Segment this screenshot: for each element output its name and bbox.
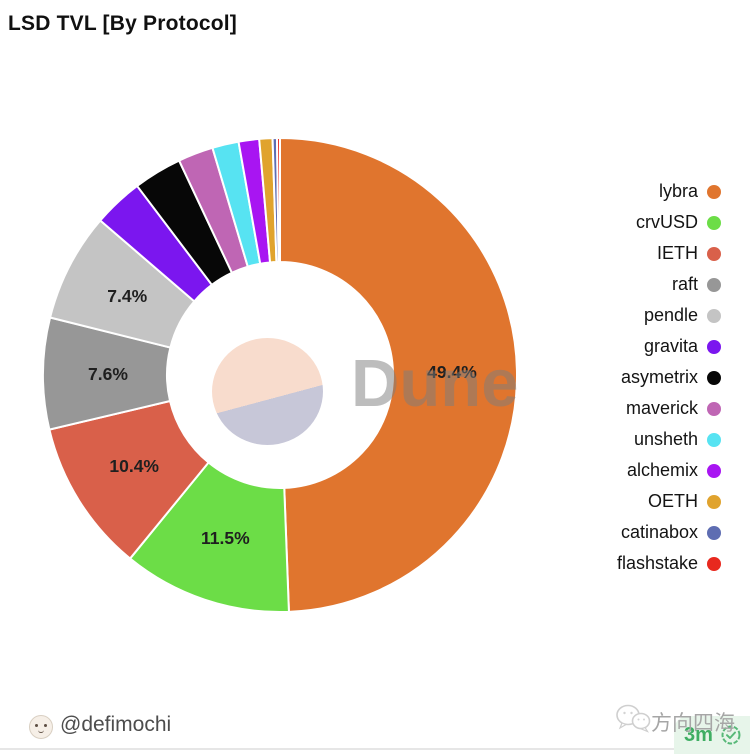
legend-label: maverick [625, 398, 698, 418]
legend-color-dot [707, 277, 721, 292]
legend-label: lybra [658, 181, 698, 201]
legend-label: pendle [643, 305, 698, 325]
legend-color-dot [707, 370, 721, 385]
avatar-mouth-icon [38, 728, 44, 733]
legend-item-gravita[interactable]: gravita [617, 331, 721, 362]
legend-item-pendle[interactable]: pendle [617, 300, 721, 331]
legend-label: unsheth [633, 429, 698, 449]
legend-color-dot [707, 215, 721, 230]
legend-item-flashstake[interactable]: flashstake [617, 548, 721, 579]
legend-color-dot [707, 246, 721, 261]
author-handle: @defimochi [60, 713, 172, 736]
slice-percent-label: 10.4% [109, 456, 159, 476]
legend-label: catinabox [620, 522, 698, 542]
legend-item-alchemix[interactable]: alchemix [617, 455, 721, 486]
legend-item-crvUSD[interactable]: crvUSD [617, 207, 721, 238]
slice-percent-label: 7.4% [107, 286, 147, 306]
legend-item-IETH[interactable]: IETH [617, 238, 721, 269]
legend-color-dot [707, 463, 721, 478]
time-badge: 3m [674, 716, 750, 754]
legend-color-dot [707, 525, 721, 540]
slice-percent-label: 49.4% [427, 362, 477, 382]
dune-logo-icon [212, 338, 323, 445]
legend-color-dot [707, 556, 721, 571]
legend-label: gravita [643, 336, 698, 356]
wechat-icon [614, 703, 652, 740]
verified-check-icon [721, 725, 741, 745]
defimochi-avatar-icon [29, 715, 53, 739]
legend-color-dot [707, 494, 721, 509]
slice-percent-label: 11.5% [201, 528, 250, 548]
legend-color-dot [707, 308, 721, 323]
legend-item-lybra[interactable]: lybra [617, 176, 721, 207]
legend-item-OETH[interactable]: OETH [617, 486, 721, 517]
chart-legend: lybra crvUSD IETH raft pendle gravita asymetri… [617, 176, 721, 579]
slice-percent-label: 7.6% [88, 364, 128, 384]
legend-item-unsheth[interactable]: unsheth [617, 424, 721, 455]
legend-color-dot [707, 401, 721, 416]
legend-label: IETH [656, 243, 698, 263]
badge-duration: 3m [684, 723, 713, 746]
footer-divider [0, 748, 750, 750]
chart-title: LSD TVL [By Protocol] [8, 12, 237, 35]
legend-item-catinabox[interactable]: catinabox [617, 517, 721, 548]
legend-item-maverick[interactable]: maverick [617, 393, 721, 424]
channel-name: 方向四海 [651, 712, 735, 735]
legend-item-asymetrix[interactable]: asymetrix [617, 362, 721, 393]
legend-label: crvUSD [636, 212, 698, 232]
legend-label: raft [671, 274, 698, 294]
pie-slice-lybra[interactable] [279, 136, 518, 613]
legend-color-dot [707, 184, 721, 199]
avatar-eye-icon [44, 724, 47, 727]
dune-watermark: Dune [351, 346, 519, 421]
legend-color-dot [707, 339, 721, 354]
pie-slice-flashstake[interactable] [276, 136, 281, 264]
legend-color-dot [707, 432, 721, 447]
legend-item-raft[interactable]: raft [617, 269, 721, 300]
avatar-eye-icon [35, 724, 38, 727]
legend-label: asymetrix [620, 367, 698, 387]
legend-label: alchemix [626, 460, 698, 480]
legend-label: OETH [647, 491, 698, 511]
legend-label: flashstake [616, 553, 698, 573]
